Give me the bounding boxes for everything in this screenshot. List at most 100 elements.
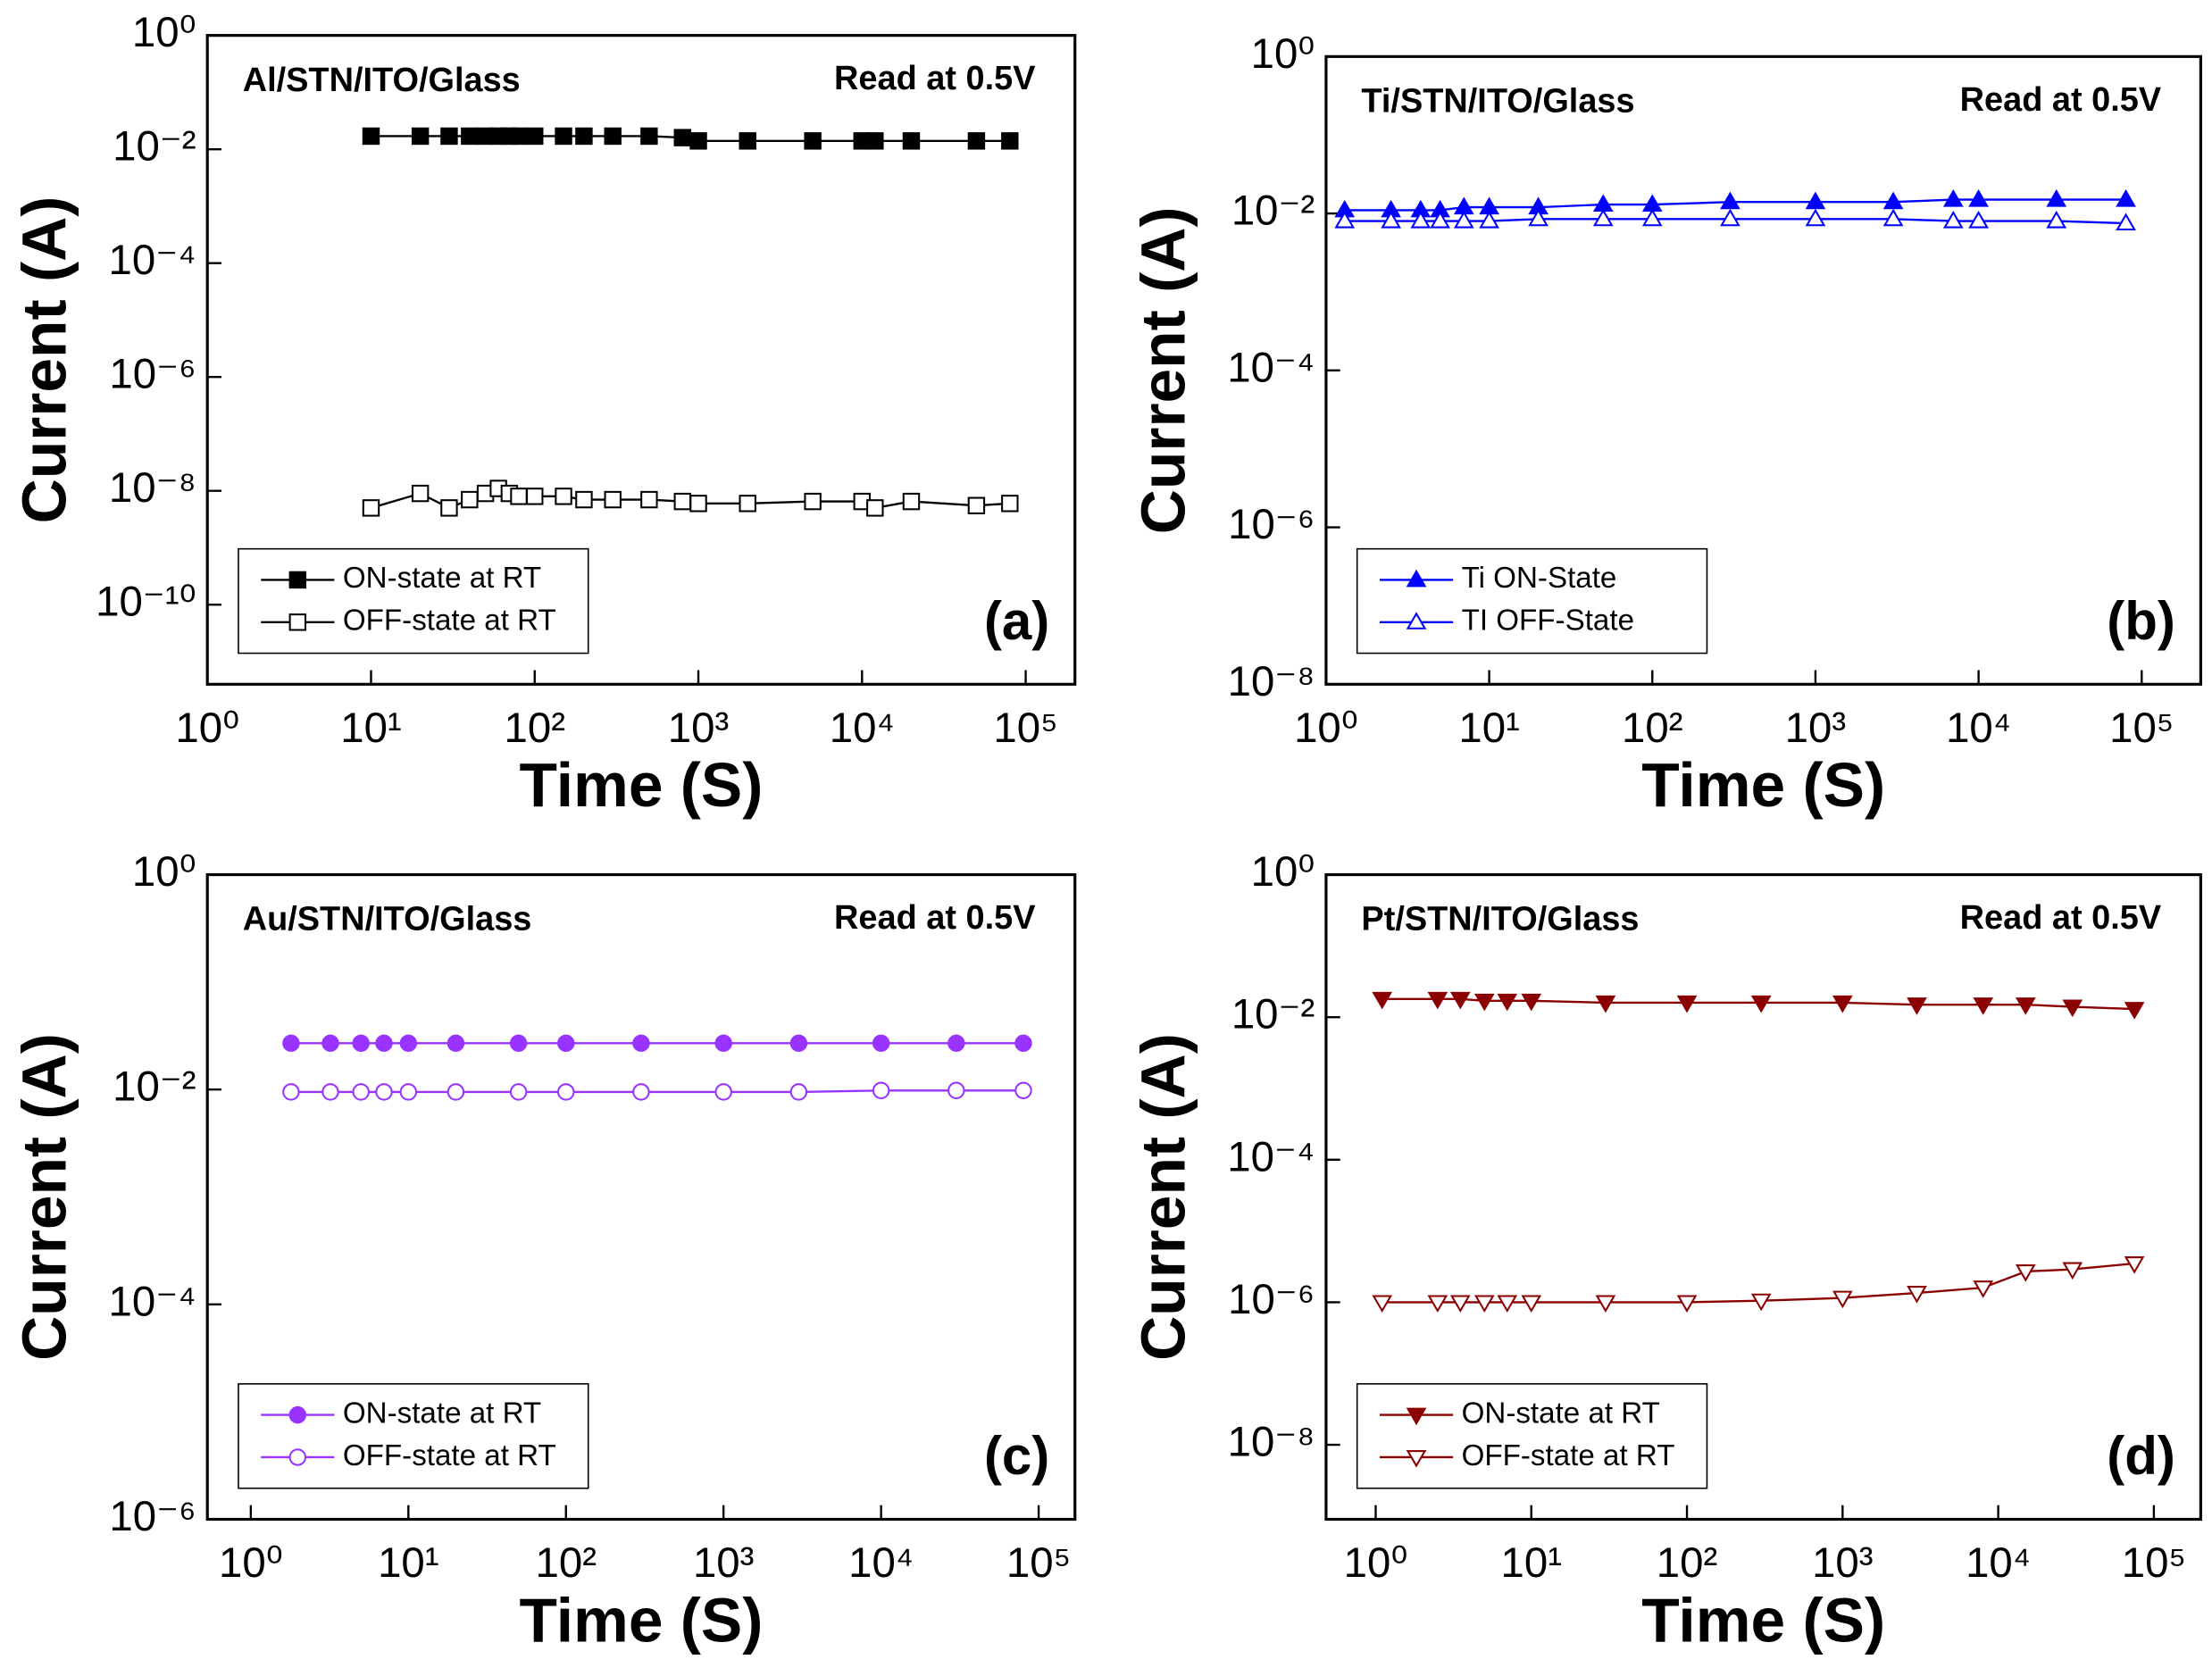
panel: 10⁰ 10¹ 10² 10³ 10⁴ 10⁵ 10⁰ 10⁻² 10⁻⁴ 10⁻⁶ 10⁻⁸ Ti/… [1128,30,2202,820]
x-tick-label: 10³ [1812,1539,1873,1587]
marker [1430,210,1450,229]
marker [411,127,430,146]
x-tick-label: 10⁵ [1006,1539,1071,1587]
y-tick-label: 10⁻⁴ [109,237,196,284]
marker [557,1083,575,1101]
marker [1968,188,1989,207]
marker [1014,1034,1032,1053]
panel-label: (b) [2107,591,2175,651]
marker [399,1034,418,1053]
marker [1907,997,1927,1015]
marker [510,127,528,146]
panel-title: Au/STN/ITO/Glass [243,901,532,938]
legend-label: OFF-state at RT [343,605,556,638]
marker [375,1083,393,1101]
panel: 10⁰ 10¹ 10² 10³ 10⁴ 10⁵ 10⁰ 10⁻² 10⁻⁴ 10⁻⁶ 10⁻⁸ 10⁻… [10,9,1077,820]
plot-frame [205,34,1077,686]
y-axis-label: Current (A) [1128,1033,1198,1361]
marker [1832,1290,1853,1309]
marker [1001,495,1019,513]
marker [321,1034,339,1053]
marker [632,1034,650,1053]
legend-label: ON-state at RT [1462,1397,1660,1430]
marker [1473,993,1495,1012]
marker [461,490,479,509]
legend-marker [288,571,307,589]
legend-box [238,1383,589,1489]
x-tick-label: 10³ [693,1539,754,1587]
legend-box [1356,547,1708,655]
marker [1372,991,1393,1010]
marker [789,1083,808,1101]
marker [902,132,921,150]
marker [375,1034,393,1053]
marker [1449,1295,1471,1313]
marker [1001,132,1019,150]
annotation: Read at 0.5V [1960,81,2162,119]
y-tick-label: 10⁻⁸ [1228,658,1315,705]
y-tick-label: 10⁻⁸ [1228,1419,1315,1466]
y-tick-label: 10⁰ [132,9,196,56]
marker [604,490,622,509]
marker [2046,188,2067,207]
x-tick-label: 10² [1622,705,1682,752]
marker [1942,188,1964,207]
marker [1381,210,1401,229]
marker [640,127,658,146]
marker [1427,991,1448,1010]
marker [282,1083,300,1101]
marker [1973,997,1994,1015]
panel-label: (a) [984,591,1049,651]
marker [362,499,380,517]
marker [2046,210,2067,229]
legend-marker [1406,612,1427,630]
x-axis-label: Time (S) [520,1585,764,1655]
x-tick-label: 10⁰ [1344,1539,1408,1587]
marker [872,1034,890,1053]
marker [461,127,479,146]
panel-title: Al/STN/ITO/Glass [243,62,521,99]
x-axis-label: Time (S) [1641,1585,1885,1655]
x-tick-label: 10⁴ [1966,1539,2031,1587]
y-tick-label: 10⁻² [113,123,196,171]
marker [1720,191,1740,210]
marker [967,132,986,150]
marker [2124,1002,2145,1020]
marker [1942,210,1964,229]
y-tick-label: 10⁻⁶ [1228,1276,1315,1323]
y-tick-label: 10⁰ [1251,848,1315,896]
marker [555,127,572,146]
marker [967,496,986,514]
marker [1641,208,1663,227]
marker [510,488,528,505]
legend-label: ON-state at RT [343,562,541,595]
marker [714,1083,732,1101]
x-tick-label: 10⁵ [993,705,1057,752]
marker [739,132,756,150]
marker [1676,995,1698,1013]
x-tick-label: 10⁴ [830,705,895,752]
marker [2015,997,2036,1015]
marker [1750,1293,1772,1312]
legend-marker [288,613,307,631]
plot-frame [205,872,1077,1522]
y-tick-label: 10⁻⁴ [1227,1133,1315,1180]
marker [1410,210,1432,229]
x-tick-label: 10⁰ [219,1539,283,1587]
marker [689,132,707,150]
marker [575,490,593,509]
marker [804,132,822,150]
marker [440,127,458,146]
x-tick-label: 10⁴ [848,1539,914,1587]
y-tick-label: 10⁻² [1231,991,1315,1038]
marker [352,1083,370,1101]
marker [1882,191,1904,210]
marker [1473,1295,1495,1313]
y-axis-label: Current (A) [10,196,79,524]
marker [1595,1295,1616,1313]
legend-box [1356,1383,1708,1489]
marker [1592,208,1614,227]
panel: 10⁰ 10¹ 10² 10³ 10⁴ 10⁵ 10⁰ 10⁻² 10⁻⁴ 10⁻⁶ Au/STN/… [10,848,1077,1655]
y-tick-label: 10⁻¹⁰ [96,579,196,626]
legend-label: ON-state at RT [343,1397,541,1430]
